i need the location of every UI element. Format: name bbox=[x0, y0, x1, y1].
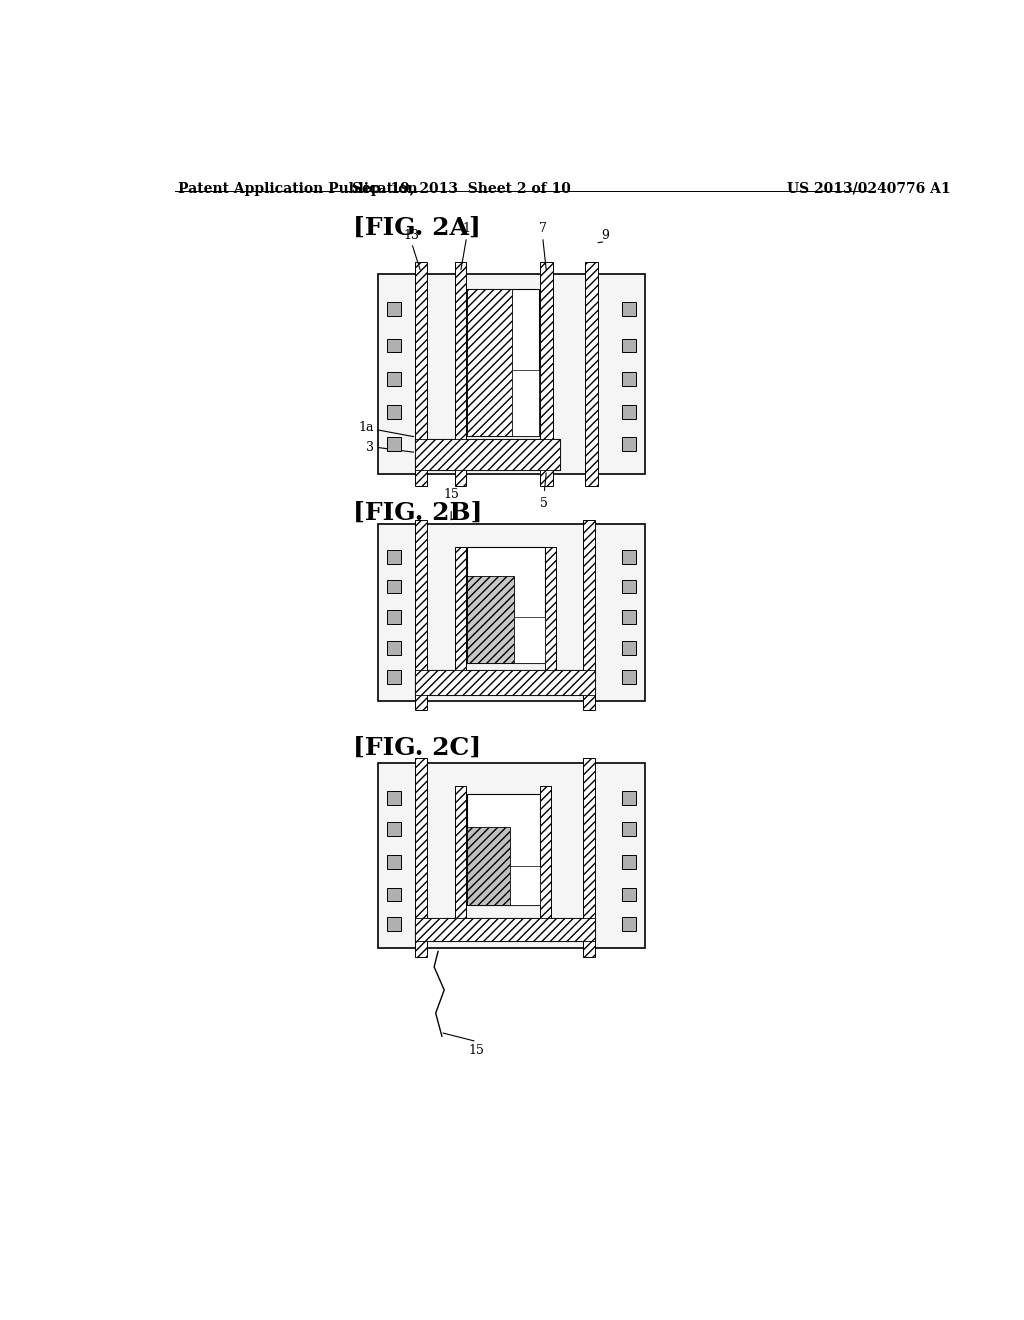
Bar bbox=[387, 579, 400, 594]
Bar bbox=[541, 263, 553, 486]
Bar bbox=[387, 917, 400, 931]
Bar bbox=[622, 671, 636, 684]
Bar bbox=[415, 440, 560, 470]
Bar bbox=[415, 440, 560, 470]
Text: 1: 1 bbox=[463, 222, 471, 235]
Bar bbox=[467, 289, 539, 436]
Bar bbox=[378, 763, 645, 948]
Bar bbox=[622, 405, 636, 418]
Bar bbox=[622, 642, 636, 655]
Bar bbox=[467, 289, 512, 436]
Bar bbox=[415, 758, 427, 957]
Bar bbox=[378, 524, 645, 701]
Bar bbox=[415, 671, 595, 696]
Text: 15: 15 bbox=[469, 1044, 484, 1057]
Bar bbox=[467, 576, 514, 663]
Bar bbox=[387, 855, 400, 869]
Text: [FIG. 2B]: [FIG. 2B] bbox=[352, 502, 482, 525]
Bar bbox=[455, 263, 466, 486]
Bar bbox=[415, 919, 595, 941]
Bar bbox=[583, 758, 595, 957]
Text: 15: 15 bbox=[443, 488, 459, 502]
Text: [FIG. 2A]: [FIG. 2A] bbox=[352, 216, 480, 240]
Bar bbox=[622, 437, 636, 451]
Bar bbox=[622, 550, 636, 564]
Bar bbox=[467, 828, 510, 906]
Bar bbox=[514, 616, 545, 663]
Text: 13: 13 bbox=[403, 228, 420, 242]
Text: Sep. 19, 2013  Sheet 2 of 10: Sep. 19, 2013 Sheet 2 of 10 bbox=[352, 182, 570, 195]
Bar bbox=[387, 302, 400, 317]
Bar bbox=[622, 372, 636, 385]
Bar bbox=[387, 610, 400, 624]
Bar bbox=[512, 370, 539, 436]
Bar bbox=[622, 887, 636, 902]
Text: 3: 3 bbox=[366, 441, 374, 454]
Bar bbox=[467, 548, 545, 663]
Bar bbox=[387, 642, 400, 655]
Bar bbox=[387, 822, 400, 836]
Bar bbox=[387, 550, 400, 564]
Bar bbox=[455, 785, 466, 933]
Bar bbox=[622, 579, 636, 594]
Bar bbox=[378, 275, 645, 474]
Bar bbox=[415, 919, 595, 941]
Bar bbox=[455, 548, 466, 686]
Bar bbox=[622, 855, 636, 869]
Bar bbox=[387, 792, 400, 805]
Bar bbox=[541, 785, 551, 933]
Bar bbox=[387, 887, 400, 902]
Text: 7: 7 bbox=[539, 222, 547, 235]
Text: Patent Application Publication: Patent Application Publication bbox=[178, 182, 418, 195]
Bar bbox=[586, 263, 598, 486]
Bar bbox=[622, 917, 636, 931]
Bar bbox=[387, 372, 400, 385]
Bar bbox=[467, 793, 541, 906]
Bar bbox=[583, 520, 595, 710]
Bar bbox=[622, 792, 636, 805]
Bar bbox=[387, 437, 400, 451]
Bar bbox=[415, 263, 427, 486]
Bar bbox=[387, 405, 400, 418]
Text: [FIG. 2C]: [FIG. 2C] bbox=[352, 737, 481, 760]
Bar bbox=[622, 339, 636, 352]
Bar bbox=[415, 671, 595, 696]
Bar bbox=[545, 548, 556, 686]
Bar bbox=[387, 671, 400, 684]
Text: 1a: 1a bbox=[358, 421, 374, 434]
Bar bbox=[415, 520, 427, 710]
Text: 9: 9 bbox=[601, 228, 609, 242]
Text: US 2013/0240776 A1: US 2013/0240776 A1 bbox=[786, 182, 950, 195]
Bar bbox=[387, 339, 400, 352]
Bar bbox=[510, 866, 541, 906]
Bar bbox=[622, 822, 636, 836]
Bar bbox=[622, 610, 636, 624]
Bar bbox=[622, 302, 636, 317]
Text: 5: 5 bbox=[541, 498, 548, 511]
